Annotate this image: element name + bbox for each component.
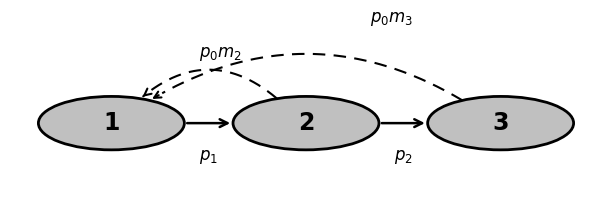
- Text: 2: 2: [298, 111, 314, 135]
- Text: $p_0 m_3$: $p_0 m_3$: [370, 9, 412, 28]
- Ellipse shape: [233, 96, 379, 150]
- Text: $p_0 m_2$: $p_0 m_2$: [200, 45, 242, 63]
- Text: 1: 1: [103, 111, 119, 135]
- Ellipse shape: [39, 96, 184, 150]
- Text: $p_2$: $p_2$: [394, 148, 412, 166]
- Text: $p_1$: $p_1$: [199, 148, 218, 166]
- Text: 3: 3: [493, 111, 509, 135]
- Ellipse shape: [428, 96, 573, 150]
